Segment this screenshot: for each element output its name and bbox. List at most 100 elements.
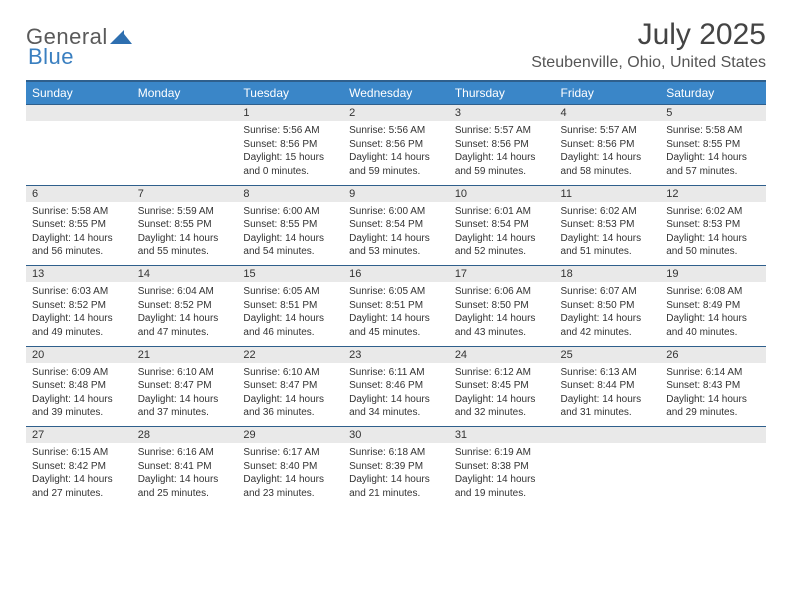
day-number: 27 bbox=[26, 427, 132, 444]
daylight-text: Daylight: 14 hours and 43 minutes. bbox=[455, 312, 549, 339]
sunrise-text: Sunrise: 6:02 AM bbox=[561, 205, 655, 219]
day-number: 2 bbox=[343, 105, 449, 122]
day-cell bbox=[660, 443, 766, 507]
weekday-header: Friday bbox=[555, 81, 661, 105]
day-cell: Sunrise: 6:04 AMSunset: 8:52 PMDaylight:… bbox=[132, 282, 238, 346]
weekday-header: Monday bbox=[132, 81, 238, 105]
day-cell: Sunrise: 6:12 AMSunset: 8:45 PMDaylight:… bbox=[449, 363, 555, 427]
sunrise-text: Sunrise: 6:15 AM bbox=[32, 446, 126, 460]
sunrise-text: Sunrise: 5:58 AM bbox=[32, 205, 126, 219]
day-cell: Sunrise: 5:57 AMSunset: 8:56 PMDaylight:… bbox=[555, 121, 661, 185]
day-number bbox=[555, 427, 661, 444]
sunset-text: Sunset: 8:39 PM bbox=[349, 460, 443, 474]
day-cell: Sunrise: 6:17 AMSunset: 8:40 PMDaylight:… bbox=[237, 443, 343, 507]
day-number: 19 bbox=[660, 266, 766, 283]
sunset-text: Sunset: 8:51 PM bbox=[349, 299, 443, 313]
daylight-text: Daylight: 14 hours and 37 minutes. bbox=[138, 393, 232, 420]
day-number: 26 bbox=[660, 346, 766, 363]
month-title: July 2025 bbox=[531, 18, 766, 52]
day-number: 23 bbox=[343, 346, 449, 363]
day-number: 31 bbox=[449, 427, 555, 444]
daylight-text: Daylight: 14 hours and 36 minutes. bbox=[243, 393, 337, 420]
day-number: 28 bbox=[132, 427, 238, 444]
day-number: 5 bbox=[660, 105, 766, 122]
sunset-text: Sunset: 8:46 PM bbox=[349, 379, 443, 393]
day-number: 12 bbox=[660, 185, 766, 202]
day-number: 24 bbox=[449, 346, 555, 363]
day-number: 17 bbox=[449, 266, 555, 283]
sunset-text: Sunset: 8:40 PM bbox=[243, 460, 337, 474]
daylight-text: Daylight: 14 hours and 46 minutes. bbox=[243, 312, 337, 339]
day-cell: Sunrise: 6:15 AMSunset: 8:42 PMDaylight:… bbox=[26, 443, 132, 507]
sunset-text: Sunset: 8:41 PM bbox=[138, 460, 232, 474]
sunrise-text: Sunrise: 5:56 AM bbox=[243, 124, 337, 138]
weekday-header: Wednesday bbox=[343, 81, 449, 105]
day-cell: Sunrise: 6:02 AMSunset: 8:53 PMDaylight:… bbox=[555, 202, 661, 266]
sunset-text: Sunset: 8:54 PM bbox=[455, 218, 549, 232]
day-cell: Sunrise: 5:56 AMSunset: 8:56 PMDaylight:… bbox=[343, 121, 449, 185]
day-cell: Sunrise: 6:03 AMSunset: 8:52 PMDaylight:… bbox=[26, 282, 132, 346]
sunset-text: Sunset: 8:42 PM bbox=[32, 460, 126, 474]
logo-mark-icon bbox=[110, 26, 132, 49]
day-number-row: 2728293031 bbox=[26, 427, 766, 444]
day-content-row: Sunrise: 6:15 AMSunset: 8:42 PMDaylight:… bbox=[26, 443, 766, 507]
day-number: 11 bbox=[555, 185, 661, 202]
day-content-row: Sunrise: 5:56 AM Sunset: 8:56 PM Daylight:… bbox=[26, 121, 766, 185]
daylight-text: Daylight: 14 hours and 49 minutes. bbox=[32, 312, 126, 339]
daylight-text: Daylight: 14 hours and 59 minutes. bbox=[349, 151, 443, 178]
day-cell: Sunrise: 5:58 AMSunset: 8:55 PMDaylight:… bbox=[660, 121, 766, 185]
sunrise-text: Sunrise: 6:05 AM bbox=[349, 285, 443, 299]
sunrise-text: Sunrise: 6:10 AM bbox=[138, 366, 232, 380]
day-number: 29 bbox=[237, 427, 343, 444]
daylight-text: Daylight: 14 hours and 45 minutes. bbox=[349, 312, 443, 339]
day-number: 9 bbox=[343, 185, 449, 202]
sunrise-text: Sunrise: 6:03 AM bbox=[32, 285, 126, 299]
day-number: 20 bbox=[26, 346, 132, 363]
daylight-text: Daylight: 14 hours and 34 minutes. bbox=[349, 393, 443, 420]
daylight-text: Daylight: 14 hours and 42 minutes. bbox=[561, 312, 655, 339]
sunrise-text: Sunrise: 5:58 AM bbox=[666, 124, 760, 138]
sunrise-text: Sunrise: 5:56 AM bbox=[349, 124, 443, 138]
day-cell: Sunrise: 6:08 AMSunset: 8:49 PMDaylight:… bbox=[660, 282, 766, 346]
day-number: 21 bbox=[132, 346, 238, 363]
sunset-text: Sunset: 8:54 PM bbox=[349, 218, 443, 232]
sunrise-text: Sunrise: 6:16 AM bbox=[138, 446, 232, 460]
sunset-text: Sunset: 8:52 PM bbox=[32, 299, 126, 313]
sunset-text: Sunset: 8:52 PM bbox=[138, 299, 232, 313]
daylight-text: Daylight: 14 hours and 59 minutes. bbox=[455, 151, 549, 178]
daylight-text: Daylight: 14 hours and 53 minutes. bbox=[349, 232, 443, 259]
day-number-row: 13141516171819 bbox=[26, 266, 766, 283]
sunset-text: Sunset: 8:51 PM bbox=[243, 299, 337, 313]
daylight-text: Daylight: 14 hours and 19 minutes. bbox=[455, 473, 549, 500]
day-cell: Sunrise: 6:09 AMSunset: 8:48 PMDaylight:… bbox=[26, 363, 132, 427]
sunset-text: Sunset: 8:55 PM bbox=[138, 218, 232, 232]
day-cell: Sunrise: 5:56 AMSunset: 8:56 PMDaylight:… bbox=[237, 121, 343, 185]
day-number: 7 bbox=[132, 185, 238, 202]
sunset-text: Sunset: 8:44 PM bbox=[561, 379, 655, 393]
logo-text-blue: Blue bbox=[28, 44, 74, 69]
sunrise-text: Sunrise: 6:12 AM bbox=[455, 366, 549, 380]
sunset-text: Sunset: 8:50 PM bbox=[455, 299, 549, 313]
day-cell: Sunrise: 5:59 AMSunset: 8:55 PMDaylight:… bbox=[132, 202, 238, 266]
day-number: 30 bbox=[343, 427, 449, 444]
day-number-row: 20212223242526 bbox=[26, 346, 766, 363]
day-cell: Sunrise: 6:13 AMSunset: 8:44 PMDaylight:… bbox=[555, 363, 661, 427]
day-number: 6 bbox=[26, 185, 132, 202]
sunset-text: Sunset: 8:43 PM bbox=[666, 379, 760, 393]
day-cell: Sunrise: 6:18 AMSunset: 8:39 PMDaylight:… bbox=[343, 443, 449, 507]
day-cell: Sunrise: 6:00 AMSunset: 8:54 PMDaylight:… bbox=[343, 202, 449, 266]
daylight-text: Daylight: 14 hours and 23 minutes. bbox=[243, 473, 337, 500]
sunrise-text: Sunrise: 6:18 AM bbox=[349, 446, 443, 460]
day-number-row: 6789101112 bbox=[26, 185, 766, 202]
day-number-row: 12345 bbox=[26, 105, 766, 122]
daylight-text: Daylight: 14 hours and 27 minutes. bbox=[32, 473, 126, 500]
day-number: 1 bbox=[237, 105, 343, 122]
day-number: 4 bbox=[555, 105, 661, 122]
daylight-text: Daylight: 15 hours and 0 minutes. bbox=[243, 151, 337, 178]
day-number: 13 bbox=[26, 266, 132, 283]
title-block: July 2025 Steubenville, Ohio, United Sta… bbox=[531, 18, 766, 72]
day-number: 14 bbox=[132, 266, 238, 283]
sunset-text: Sunset: 8:48 PM bbox=[32, 379, 126, 393]
day-cell: Sunrise: 6:00 AMSunset: 8:55 PMDaylight:… bbox=[237, 202, 343, 266]
sunset-text: Sunset: 8:56 PM bbox=[561, 138, 655, 152]
